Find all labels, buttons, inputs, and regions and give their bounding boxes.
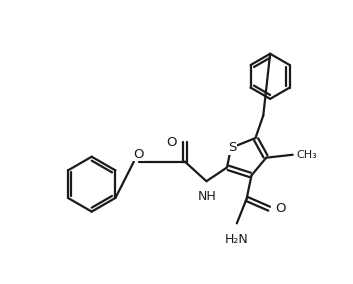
Text: S: S (228, 141, 236, 154)
Text: O: O (167, 135, 177, 149)
Text: CH₃: CH₃ (297, 150, 317, 160)
Text: H₂N: H₂N (225, 233, 249, 246)
Text: O: O (133, 148, 144, 161)
Text: O: O (275, 202, 286, 215)
Text: NH: NH (198, 190, 217, 203)
